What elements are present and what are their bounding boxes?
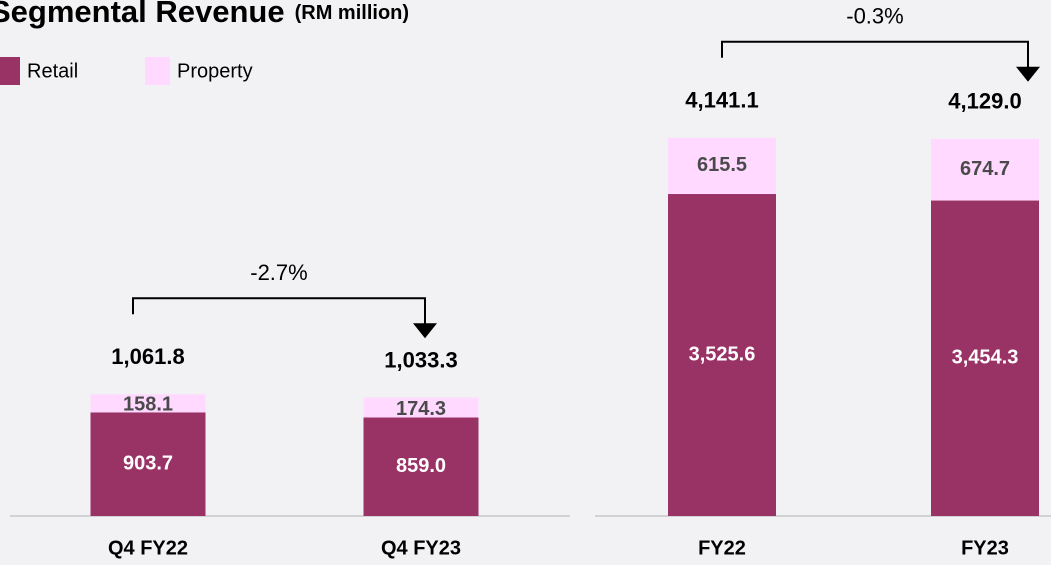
bar-segment [90,394,206,413]
bar-segment [668,137,776,195]
change-bracket [721,40,1029,70]
bar-segment [90,412,206,516]
x-tick-label: FY23 [961,537,1009,559]
x-tick-label: Q4 FY23 [381,537,461,559]
value-label: 903.7 [123,452,173,474]
title: Segmental Revenue [0,0,285,29]
value-label: 174.3 [396,398,446,420]
bar-segment [363,397,479,418]
change-bracket [132,297,426,327]
legend-label: Property [177,60,253,82]
bar-segment [931,200,1039,516]
bar-segment [668,194,776,517]
change-arrow [1016,66,1040,82]
value-label: 158.1 [123,394,173,416]
legend-swatch [145,57,170,85]
subtitle: (RM million) [295,2,409,24]
value-label: 615.5 [697,154,747,176]
change-annotation: -0.3% [846,4,903,29]
total-label: 4,141.1 [685,88,758,113]
value-label: 859.0 [396,455,446,477]
total-label: 1,061.8 [111,344,184,369]
legend-swatch [0,57,20,85]
chart-title: Segmental Revenue (RM million) [0,0,409,29]
value-label: 3,525.6 [689,343,756,365]
legend-label: Retail [27,60,78,82]
x-tick-label: FY22 [698,537,746,559]
change-arrow [413,323,437,339]
bar-segment [931,138,1039,201]
total-label: 4,129.0 [948,89,1021,114]
change-annotation: -2.7% [250,260,307,285]
value-label: 674.7 [960,158,1010,180]
legend: Retail Property [0,57,253,85]
total-label: 1,033.3 [384,347,457,372]
x-tick-label: Q4 FY22 [108,537,188,559]
bar-segment [363,417,479,516]
value-label: 3,454.3 [952,347,1019,369]
